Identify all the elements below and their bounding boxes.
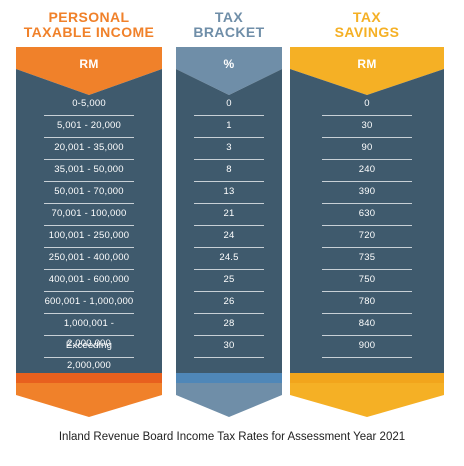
bracket-row: 13 [194,182,264,204]
table-caption: Inland Revenue Board Income Tax Rates fo… [58,431,406,443]
bracket-column-shape [176,47,282,417]
bracket-row: 26 [194,292,264,314]
income-column: RM 0-5,000 5,001 - 20,000 20,001 - 35,00… [16,47,162,417]
savings-row: 0 [322,94,412,116]
savings-row: 630 [322,204,412,226]
savings-unit-label: RM [357,57,377,71]
savings-row: 900 [322,336,412,358]
bracket-rows: 0 1 3 8 13 21 24 24.5 25 26 28 30 [194,94,264,358]
income-row: 50,001 - 70,000 [44,182,134,204]
bracket-row: 1 [194,116,264,138]
income-rows: 0-5,000 5,001 - 20,000 20,001 - 35,000 3… [44,94,134,371]
income-row: 70,001 - 100,000 [44,204,134,226]
income-row: 100,001 - 250,000 [44,226,134,248]
income-column-shape [16,47,162,417]
savings-row: 735 [322,248,412,270]
savings-row: 90 [322,138,412,160]
savings-row: 750 [322,270,412,292]
bracket-unit-label: % [223,57,235,71]
income-title-line1: PERSONAL [48,9,130,25]
savings-title-line1: TAX [352,9,382,25]
savings-row: 840 [322,314,412,336]
income-row: 20,001 - 35,000 [44,138,134,160]
income-unit-label: RM [79,57,99,71]
bracket-row: 0 [194,94,264,116]
savings-row: 720 [322,226,412,248]
savings-title-line2: SAVINGS [334,24,400,40]
income-title-line2: TAXABLE INCOME [23,24,155,40]
savings-row: 240 [322,160,412,182]
bracket-column-title: TAX BRACKET [176,10,282,40]
savings-column-title: TAX SAVINGS [290,10,444,40]
bracket-row: 24.5 [194,248,264,270]
income-row: 250,001 - 400,000 [44,248,134,270]
income-row: 35,001 - 50,000 [44,160,134,182]
savings-row: 30 [322,116,412,138]
savings-rows: 0 30 90 240 390 630 720 735 750 780 840 … [322,94,412,358]
bracket-row: 3 [194,138,264,160]
bracket-column: % 0 1 3 8 13 21 24 24.5 25 26 28 30 [176,47,282,417]
income-row: Exceeding 2,000,000 [44,336,134,371]
income-column-title: PERSONAL TAXABLE INCOME [16,10,162,40]
bracket-row: 30 [194,336,264,358]
bracket-title-line2: BRACKET [193,24,265,40]
income-row: 0-5,000 [44,94,134,116]
savings-row: 780 [322,292,412,314]
bracket-row: 28 [194,314,264,336]
bracket-title-line1: TAX [214,9,244,25]
savings-row: 390 [322,182,412,204]
savings-column: RM 0 30 90 240 390 630 720 735 750 780 8… [290,47,444,417]
income-row: 1,000,001 - 2,000,000 [44,314,134,349]
bracket-row: 8 [194,160,264,182]
bracket-row: 21 [194,204,264,226]
income-row: 5,001 - 20,000 [44,116,134,138]
income-row: 400,001 - 600,000 [44,270,134,292]
bracket-row: 24 [194,226,264,248]
bracket-row: 25 [194,270,264,292]
income-row: 600,001 - 1,000,000 [44,292,134,314]
savings-column-shape [290,47,444,417]
